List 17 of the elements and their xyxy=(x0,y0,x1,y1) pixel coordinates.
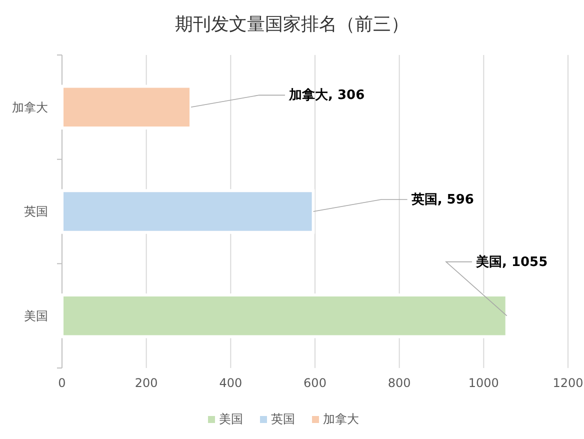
data-label: 加拿大, 306 xyxy=(288,87,365,104)
x-tick-label: 800 xyxy=(388,376,411,390)
y-tick-label: 加拿大 xyxy=(12,100,48,114)
data-label: 美国, 1055 xyxy=(475,254,548,270)
legend-label: 美国 xyxy=(219,412,243,426)
legend-label: 英国 xyxy=(271,412,295,426)
x-tick-label: 400 xyxy=(219,376,242,390)
x-tick-label: 1200 xyxy=(552,376,584,390)
legend-label: 加拿大 xyxy=(323,412,359,426)
y-tick-label: 英国 xyxy=(24,204,48,219)
x-tick-label: 1000 xyxy=(468,376,499,390)
x-tick-label: 200 xyxy=(134,376,158,390)
chart-title: 期刊发文量国家排名（前三） xyxy=(175,14,409,35)
data-label: 英国, 596 xyxy=(410,192,474,208)
y-tick-label: 美国 xyxy=(24,309,48,324)
x-tick-label: 0 xyxy=(58,376,66,390)
x-tick-label: 600 xyxy=(304,376,326,390)
